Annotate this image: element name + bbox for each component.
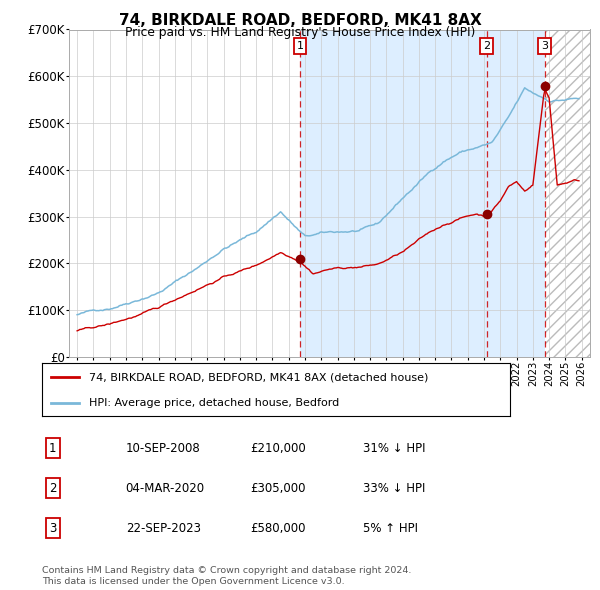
Text: £305,000: £305,000: [250, 481, 305, 495]
Text: £580,000: £580,000: [250, 522, 305, 535]
Text: 04-MAR-2020: 04-MAR-2020: [126, 481, 205, 495]
Text: 3: 3: [541, 41, 548, 51]
Text: Contains HM Land Registry data © Crown copyright and database right 2024.
This d: Contains HM Land Registry data © Crown c…: [42, 566, 412, 586]
Bar: [300, 30, 545, 357]
Text: 74, BIRKDALE ROAD, BEDFORD, MK41 8AX (detached house): 74, BIRKDALE ROAD, BEDFORD, MK41 8AX (de…: [89, 372, 428, 382]
Text: 5% ↑ HPI: 5% ↑ HPI: [364, 522, 418, 535]
Text: 33% ↓ HPI: 33% ↓ HPI: [364, 481, 425, 495]
Bar: [545, 30, 600, 357]
Text: 31% ↓ HPI: 31% ↓ HPI: [364, 442, 426, 455]
Text: 22-SEP-2023: 22-SEP-2023: [126, 522, 201, 535]
Text: 1: 1: [296, 41, 304, 51]
Text: 2: 2: [49, 481, 56, 495]
Bar: [545, 30, 600, 357]
Text: 1: 1: [49, 442, 56, 455]
Text: Price paid vs. HM Land Registry's House Price Index (HPI): Price paid vs. HM Land Registry's House …: [125, 26, 475, 39]
Text: 3: 3: [49, 522, 56, 535]
Text: 74, BIRKDALE ROAD, BEDFORD, MK41 8AX: 74, BIRKDALE ROAD, BEDFORD, MK41 8AX: [119, 13, 481, 28]
Text: HPI: Average price, detached house, Bedford: HPI: Average price, detached house, Bedf…: [89, 398, 339, 408]
Bar: [69, 30, 300, 357]
Text: 2: 2: [483, 41, 490, 51]
Text: 10-SEP-2008: 10-SEP-2008: [126, 442, 200, 455]
Text: £210,000: £210,000: [250, 442, 305, 455]
